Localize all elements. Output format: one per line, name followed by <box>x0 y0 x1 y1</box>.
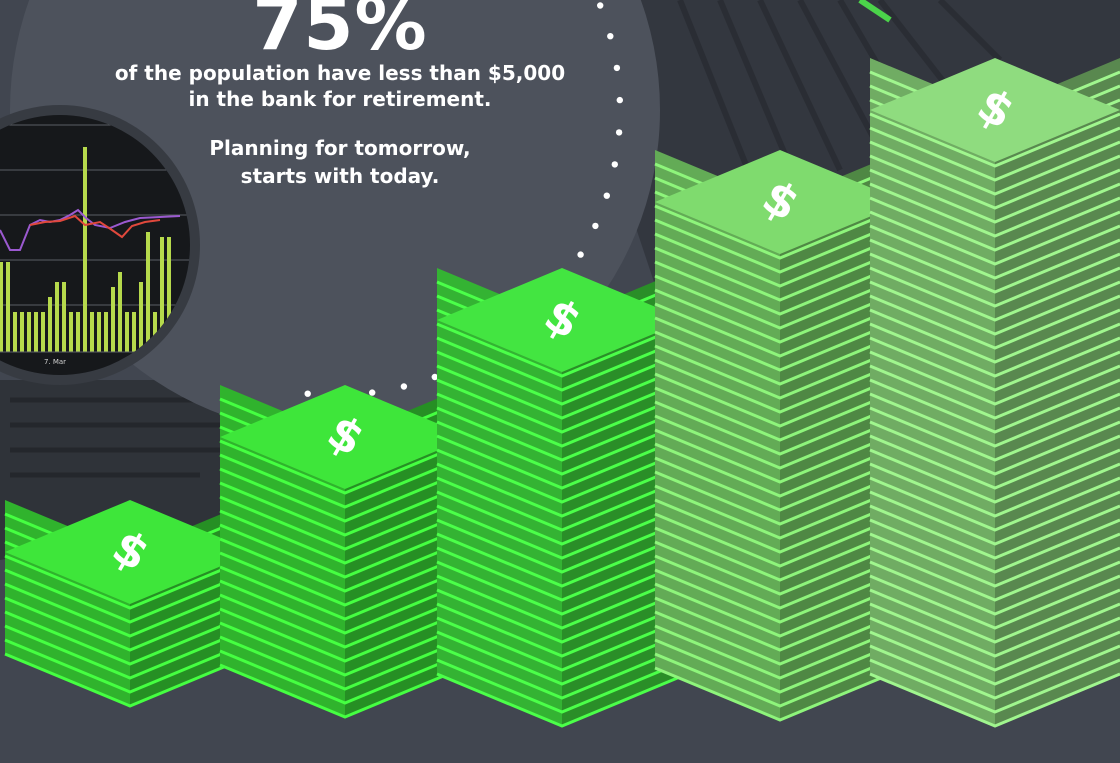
arc-dot <box>611 161 618 168</box>
inset-bar <box>0 262 3 352</box>
inset-purple-line <box>0 208 181 251</box>
arc-dot <box>431 373 438 381</box>
headline-line-2: in the bank for retirement. <box>188 87 492 111</box>
inset-bar <box>27 312 31 352</box>
inset-bar-series <box>0 147 171 352</box>
inset-bar <box>167 237 171 352</box>
money-stack-5: $ <box>869 58 1120 728</box>
arc-dot <box>369 389 376 396</box>
inset-bar <box>139 282 143 352</box>
arc-dot <box>400 383 408 390</box>
tagline-block: Planning for tomorrow, starts with today… <box>80 134 600 190</box>
tagline-line-1: Planning for tomorrow, <box>209 136 471 160</box>
money-stacks: $$$$$ <box>4 58 1120 728</box>
inset-bar <box>69 312 73 352</box>
headline-text: 75% of the population have less than $5,… <box>80 0 600 190</box>
arc-dot <box>597 2 604 9</box>
inset-bar <box>111 287 115 352</box>
arc-dot <box>615 129 623 136</box>
money-stack-1: $ <box>4 500 256 708</box>
inset-bar <box>13 312 17 352</box>
inset-bar <box>20 312 24 352</box>
arc-dot <box>616 96 623 104</box>
inset-bar <box>118 272 122 352</box>
inset-bar <box>90 312 94 352</box>
inset-bar <box>104 312 108 352</box>
arc-dot <box>613 64 621 72</box>
inset-x-tick: 7. Mar <box>44 358 66 366</box>
arc-dot <box>304 390 311 397</box>
arc-dot <box>577 251 584 258</box>
inset-bar <box>76 312 80 352</box>
inset-bar <box>6 262 10 352</box>
money-stack-2: $ <box>219 385 471 719</box>
inset-bar <box>34 312 38 352</box>
tagline-line-2: starts with today. <box>240 164 440 188</box>
arc-dot <box>603 192 610 199</box>
arc-dot <box>607 33 614 40</box>
money-stack-3: $ <box>436 268 688 728</box>
inset-bar <box>48 297 52 352</box>
inset-bar <box>62 282 66 352</box>
inset-bar <box>146 232 150 352</box>
money-stack-4: $ <box>654 150 906 722</box>
inset-bar <box>97 312 101 352</box>
inset-bar <box>83 147 87 352</box>
inset-bar <box>41 312 45 352</box>
inset-red-line <box>29 214 161 239</box>
inset-bar <box>160 237 164 352</box>
inset-bar <box>153 312 157 352</box>
arc-dot <box>592 222 599 230</box>
inset-bar <box>132 312 136 352</box>
inset-bar <box>125 312 129 352</box>
inset-chart: 7. Mar <box>0 105 200 385</box>
inset-bar <box>55 282 59 352</box>
headline-line-1: of the population have less than $5,000 <box>114 61 566 85</box>
headline-percent: 75% <box>252 0 428 66</box>
